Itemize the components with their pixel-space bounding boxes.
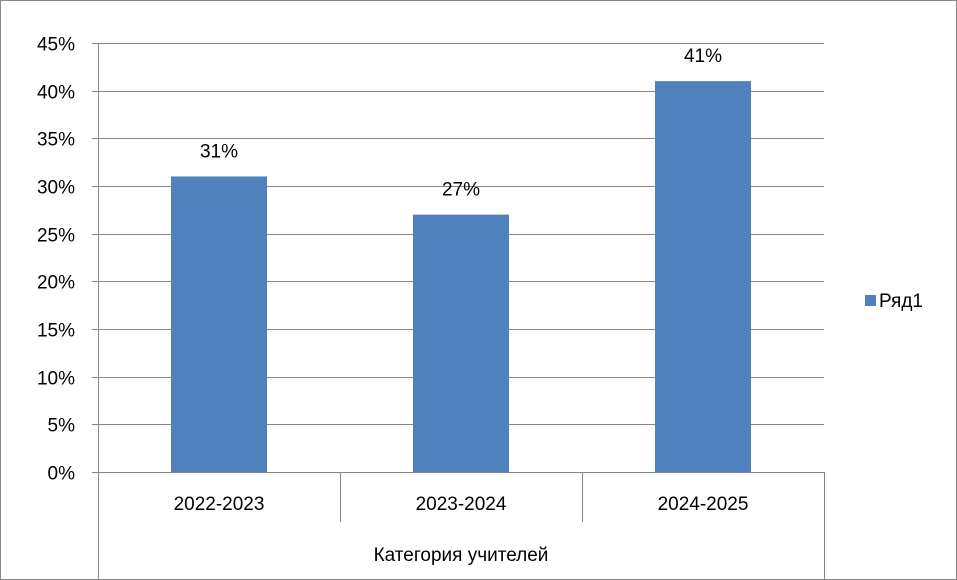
data-label: 41% bbox=[684, 46, 722, 67]
data-label: 31% bbox=[200, 141, 238, 162]
bar bbox=[413, 214, 509, 472]
axes bbox=[92, 43, 825, 579]
legend-label: Ряд1 bbox=[879, 291, 923, 312]
y-tick-label: 5% bbox=[48, 416, 76, 437]
y-tick-label: 30% bbox=[37, 178, 75, 199]
y-tick-label: 35% bbox=[37, 130, 75, 151]
x-tick-label: 2022-2023 bbox=[174, 494, 265, 515]
x-tick-label: 2024-2025 bbox=[658, 494, 749, 515]
y-tick-label: 45% bbox=[37, 35, 75, 56]
y-tick-label: 15% bbox=[37, 321, 75, 342]
y-tick-label: 10% bbox=[37, 369, 75, 390]
legend: Ряд1 bbox=[865, 291, 923, 312]
bar bbox=[171, 176, 267, 472]
labels: 0% 5% 10% 15% 20% 25% 30% 35% 40% 45% 31% 2022-2023… bbox=[37, 35, 748, 516]
x-tick-label: 2023-2024 bbox=[416, 494, 507, 515]
legend-swatch bbox=[865, 295, 876, 306]
y-tick-label: 0% bbox=[48, 464, 76, 485]
data-label: 27% bbox=[442, 180, 480, 201]
bars bbox=[171, 81, 751, 472]
y-tick-label: 40% bbox=[37, 83, 75, 104]
y-tick-label: 20% bbox=[37, 273, 75, 294]
x-axis-title: Категория учителей bbox=[374, 545, 549, 566]
bar bbox=[655, 81, 751, 472]
y-tick-label: 25% bbox=[37, 226, 75, 247]
